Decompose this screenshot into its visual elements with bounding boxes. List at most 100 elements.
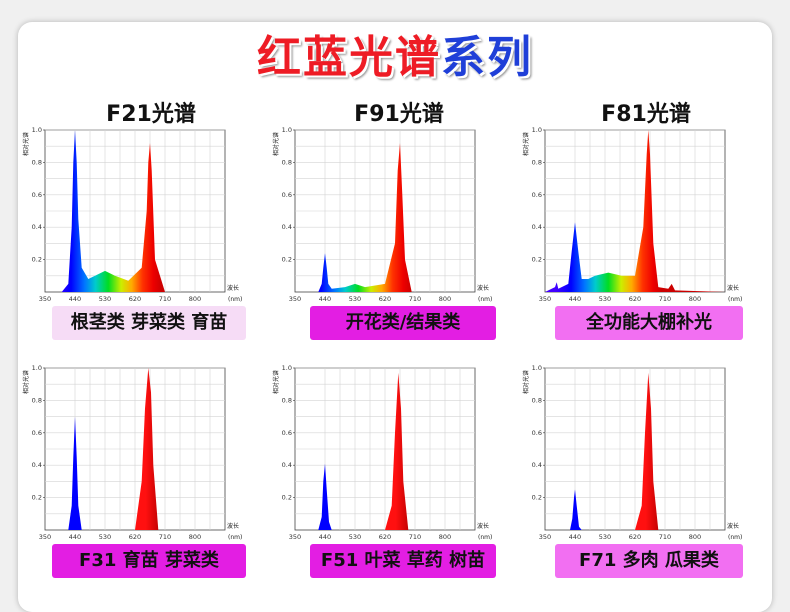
caption-f91: 开花类/结果类: [310, 306, 496, 340]
y-tick-label: 0.2: [32, 494, 42, 502]
chart-title-f21: F21光谱: [106, 102, 196, 127]
x-tick-label: 350: [289, 295, 301, 302]
x-tick-label: 800: [189, 533, 201, 540]
spectrum-chart-f71: 350 440 530 620 710 800 0.2 0.4 0.6 0.8 1.0 相对光谱 波长 (…: [520, 360, 760, 541]
chart-title-f91: F91光谱: [354, 102, 444, 127]
x-axis-unit: (nm): [228, 534, 242, 540]
y-tick-label: 0.8: [282, 396, 292, 404]
x-tick-label: 350: [39, 295, 51, 302]
title-blue-part: 系列: [441, 32, 533, 83]
x-axis-unit: (nm): [228, 296, 242, 302]
spectrum-chart-f81: 350 440 530 620 710 800 0.2 0.4 0.6 0.8 1.0 相对光谱 波长 (…: [520, 122, 760, 303]
x-tick-label: 710: [409, 295, 421, 302]
chart-title-f81: F81光谱: [601, 102, 691, 127]
x-tick-label: 440: [69, 295, 81, 302]
x-tick-label: 620: [379, 533, 391, 540]
y-tick-label: 0.2: [532, 494, 542, 502]
y-tick-label: 0.4: [282, 223, 292, 231]
y-tick-label: 1.0: [32, 364, 42, 372]
x-tick-label: 620: [629, 533, 641, 540]
y-tick-label: 0.8: [32, 158, 42, 166]
x-axis-label: 波长: [227, 284, 239, 292]
y-tick-label: 0.6: [32, 429, 42, 437]
x-tick-label: 800: [439, 295, 451, 302]
x-tick-label: 710: [159, 295, 171, 302]
x-tick-label: 710: [409, 533, 421, 540]
y-tick-label: 0.4: [532, 461, 542, 469]
x-axis-label: 波长: [227, 522, 239, 530]
x-tick-label: 530: [349, 295, 361, 302]
caption-f31: F31 育苗 芽菜类: [52, 544, 246, 578]
spectrum-chart-f91: 350 440 530 620 710 800 0.2 0.4 0.6 0.8 1.0 相对光谱 波长 (…: [270, 122, 510, 303]
x-tick-label: 530: [599, 533, 611, 540]
y-axis-label: 相对光谱: [272, 370, 280, 394]
x-tick-label: 620: [129, 295, 141, 302]
spectrum-chart-f21: 350 440 530 620 710 800 0.2 0.4 0.6 0.8 1.0 相对光谱 波长 (…: [20, 122, 260, 303]
x-axis-label: 波长: [727, 522, 739, 530]
x-axis-unit: (nm): [478, 534, 492, 540]
caption-f71: F71 多肉 瓜果类: [555, 544, 743, 578]
y-tick-label: 0.2: [282, 256, 292, 264]
x-tick-label: 350: [39, 533, 51, 540]
y-tick-label: 1.0: [532, 126, 542, 134]
x-tick-label: 440: [319, 295, 331, 302]
y-tick-label: 1.0: [32, 126, 42, 134]
x-axis-unit: (nm): [728, 296, 742, 302]
x-axis-label: 波长: [727, 284, 739, 292]
y-tick-label: 0.2: [32, 256, 42, 264]
spectrum-chart-f31: 350 440 530 620 710 800 0.2 0.4 0.6 0.8 1.0 相对光谱波长 (…: [20, 360, 260, 541]
x-tick-label: 440: [319, 533, 331, 540]
y-tick-label: 0.8: [282, 158, 292, 166]
caption-f81: 全功能大棚补光: [555, 306, 743, 340]
y-tick-label: 0.6: [282, 429, 292, 437]
y-axis-label: 相对光谱: [522, 132, 530, 156]
x-tick-label: 530: [99, 295, 111, 302]
y-axis-label: 相对光谱: [272, 132, 280, 156]
spectrum-chart-f51: 350 440 530 620 710 800 0.2 0.4 0.6 0.8 1.0 相对光谱波长 (…: [270, 360, 510, 541]
y-tick-label: 0.2: [282, 494, 292, 502]
y-tick-label: 1.0: [532, 364, 542, 372]
y-tick-label: 0.6: [532, 429, 542, 437]
y-tick-label: 0.8: [532, 158, 542, 166]
x-axis-label: 波长: [477, 284, 489, 292]
y-tick-label: 1.0: [282, 364, 292, 372]
x-tick-label: 440: [569, 295, 581, 302]
x-tick-label: 800: [439, 533, 451, 540]
x-tick-label: 530: [99, 533, 111, 540]
y-tick-label: 0.4: [532, 223, 542, 231]
y-tick-label: 0.6: [282, 191, 292, 199]
x-tick-label: 800: [189, 295, 201, 302]
x-axis-unit: (nm): [478, 296, 492, 302]
y-tick-label: 0.6: [532, 191, 542, 199]
x-tick-label: 440: [69, 533, 81, 540]
y-tick-label: 0.4: [282, 461, 292, 469]
x-tick-label: 620: [629, 295, 641, 302]
title-red-part: 红蓝光谱: [257, 32, 441, 83]
y-axis-label: 相对光谱: [22, 370, 30, 394]
x-tick-label: 440: [569, 533, 581, 540]
x-tick-label: 620: [129, 533, 141, 540]
y-tick-label: 0.6: [32, 191, 42, 199]
x-axis-unit: (nm): [728, 534, 742, 540]
x-tick-label: 530: [349, 533, 361, 540]
y-tick-label: 0.4: [32, 461, 42, 469]
x-tick-label: 800: [689, 533, 701, 540]
y-tick-label: 0.2: [532, 256, 542, 264]
y-axis-label: 相对光谱: [522, 370, 530, 394]
x-tick-label: 710: [659, 295, 671, 302]
caption-f51: F51 叶菜 草药 树苗: [310, 544, 496, 578]
x-tick-label: 710: [159, 533, 171, 540]
y-tick-label: 0.8: [32, 396, 42, 404]
y-tick-label: 1.0: [282, 126, 292, 134]
x-tick-label: 350: [539, 295, 551, 302]
y-axis-label: 相对光谱: [22, 132, 30, 156]
page-title: 红蓝光谱系列: [0, 28, 790, 88]
x-tick-label: 350: [289, 533, 301, 540]
x-tick-label: 710: [659, 533, 671, 540]
x-axis-label: 波长: [477, 522, 489, 530]
